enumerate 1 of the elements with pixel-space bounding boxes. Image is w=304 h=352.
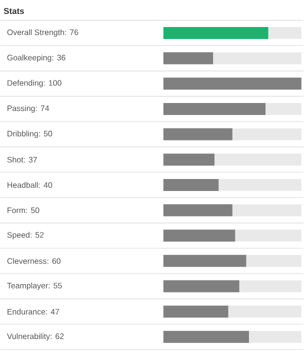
text: Stats [4,8,24,14]
